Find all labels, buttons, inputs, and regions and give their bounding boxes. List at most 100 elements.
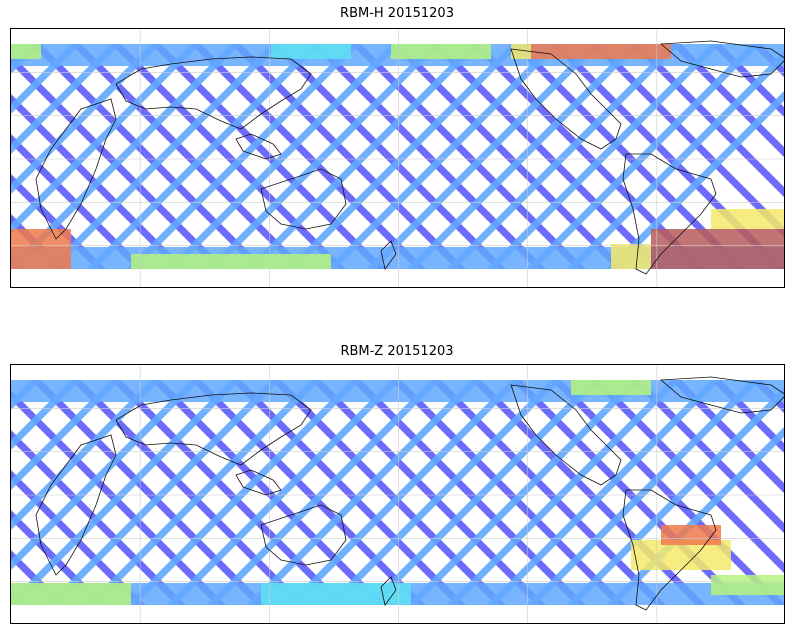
orbit-swath <box>446 380 681 605</box>
north-band <box>11 380 784 402</box>
orbit-swath <box>406 44 641 269</box>
orbit-swath <box>11 380 241 605</box>
orbit-swath <box>11 380 161 530</box>
orbit-swath <box>526 44 761 269</box>
orbit-swath <box>11 44 241 269</box>
orbit-swath <box>271 380 506 605</box>
orbit-swath <box>166 380 401 605</box>
orbit-swath <box>326 380 561 605</box>
orbit-swath <box>286 44 521 269</box>
flux-patch <box>11 44 41 59</box>
orbit-swath <box>366 380 601 605</box>
orbit-swath <box>11 380 121 490</box>
map-canvas-top <box>11 29 784 287</box>
orbit-swath <box>511 44 746 269</box>
flux-patch <box>571 380 651 395</box>
orbit-swath <box>11 44 161 194</box>
orbit-swath <box>391 44 626 269</box>
orbit-swath <box>31 44 266 269</box>
orbit-swath <box>606 91 784 269</box>
flux-patch <box>661 525 721 545</box>
orbit-swath <box>166 44 401 269</box>
orbit-swath <box>46 44 281 269</box>
orbit-swath <box>406 380 641 605</box>
coastline <box>260 168 347 230</box>
orbit-swath <box>191 44 426 269</box>
orbit-swath <box>566 51 784 269</box>
orbit-swath <box>46 380 281 605</box>
orbit-swath <box>431 44 666 269</box>
orbit-swath <box>246 44 481 269</box>
orbit-swath <box>566 387 784 605</box>
coastline <box>380 576 397 606</box>
flux-patch <box>261 583 411 605</box>
orbit-swath <box>126 44 361 269</box>
flux-patch <box>531 44 671 59</box>
orbit-swath <box>351 380 586 605</box>
flux-patch <box>391 44 491 59</box>
coastline <box>622 153 717 275</box>
flux-patch <box>11 583 131 605</box>
orbit-swath <box>111 380 346 605</box>
orbit-swath <box>271 44 506 269</box>
orbit-swath <box>31 380 266 605</box>
orbit-swath <box>86 44 321 269</box>
coastline <box>380 240 397 270</box>
orbit-swath <box>231 44 466 269</box>
orbit-swath <box>206 380 441 605</box>
orbit-swath <box>311 44 546 269</box>
orbit-swath <box>591 380 784 573</box>
coastline <box>35 434 117 576</box>
flux-patch <box>271 44 351 59</box>
coastline <box>35 98 117 240</box>
orbit-swath <box>486 380 721 605</box>
coastline <box>235 469 282 496</box>
coastline <box>622 489 717 611</box>
orbit-swath <box>206 44 441 269</box>
panel-bottom-title: RBM-Z 20151203 <box>340 344 454 359</box>
orbit-swath <box>471 44 706 269</box>
coastline <box>115 56 312 130</box>
orbit-swath <box>591 44 784 237</box>
coastline <box>659 376 784 414</box>
coastline <box>510 384 622 486</box>
orbit-swath <box>526 380 761 605</box>
flux-patch <box>131 254 331 269</box>
flux-patch <box>11 229 71 269</box>
orbit-swath <box>71 44 306 269</box>
coastline <box>115 392 312 466</box>
orbit-swath <box>486 44 721 269</box>
flux-patch <box>611 244 651 269</box>
orbit-swath <box>751 380 784 413</box>
coastline <box>659 40 784 78</box>
orbit-swath <box>151 44 386 269</box>
orbit-swath <box>151 380 386 605</box>
orbit-swath <box>71 380 306 605</box>
orbit-swath <box>366 44 601 269</box>
orbit-swath <box>111 44 346 269</box>
orbit-swath <box>446 44 681 269</box>
coastline <box>235 133 282 160</box>
orbit-swath <box>311 380 546 605</box>
flux-patch <box>511 44 531 59</box>
map-panel-top <box>10 28 785 288</box>
orbit-swath <box>86 380 321 605</box>
orbit-swath <box>351 44 586 269</box>
flux-patch <box>711 209 784 229</box>
coastline <box>510 48 622 150</box>
panel-top-title: RBM-H 20151203 <box>340 6 454 21</box>
orbit-swath <box>191 380 426 605</box>
orbit-swath <box>326 44 561 269</box>
orbit-swath <box>11 44 121 154</box>
orbit-swath <box>126 380 361 605</box>
map-canvas-bottom <box>11 365 784 623</box>
orbit-swath <box>286 380 521 605</box>
orbit-swath <box>246 380 481 605</box>
orbit-swath <box>231 380 466 605</box>
map-panel-bottom <box>10 364 785 624</box>
orbit-swath <box>391 380 626 605</box>
coastline <box>260 504 347 566</box>
orbit-swath <box>431 380 666 605</box>
flux-patch <box>711 575 784 595</box>
flux-patch <box>651 229 784 269</box>
